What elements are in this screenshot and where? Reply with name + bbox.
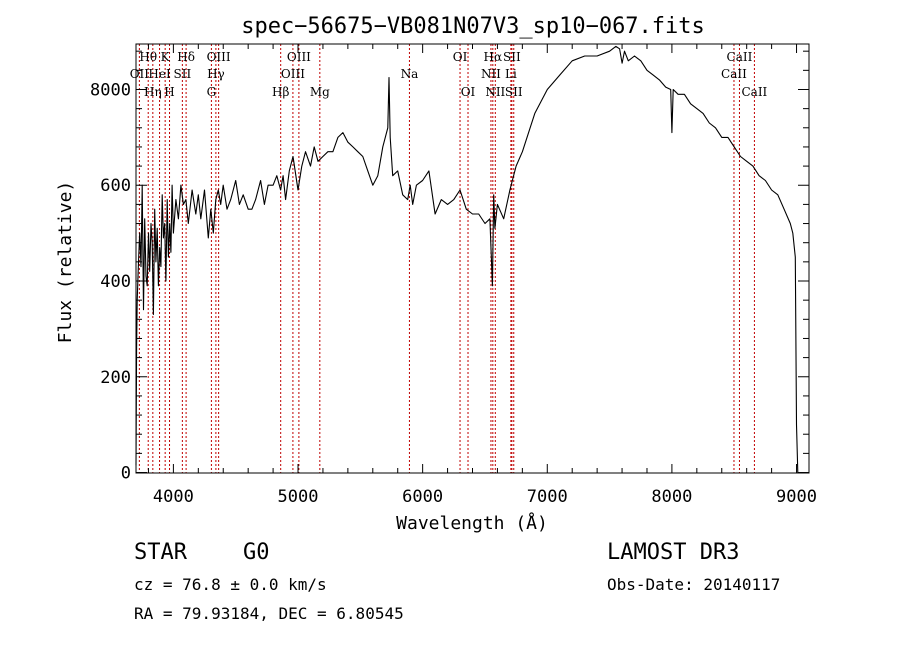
emission-line-label: CaII — [727, 50, 753, 64]
redshift-line: cz = 76.8 ± 0.0 km/s — [134, 575, 327, 594]
spectrum-series-line — [135, 45, 799, 473]
emission-line-label: Hβ — [272, 85, 289, 99]
y-tick-label: 600 — [100, 176, 131, 196]
emission-line-label: G — [207, 85, 217, 99]
y-tick-label: 8000 — [90, 80, 131, 100]
x-tick-label: 9000 — [776, 487, 817, 507]
emission-line-label: Hα — [484, 50, 503, 64]
obs-date: Obs-Date: 20140117 — [607, 575, 781, 594]
emission-line-markers — [138, 44, 755, 473]
emission-line-label: Mg — [310, 85, 330, 99]
chart-title: spec−56675−VB081N07V3_sp10−067.fits — [241, 14, 705, 39]
x-tick-label: 7000 — [527, 487, 568, 507]
emission-line-label: SII — [503, 50, 521, 64]
survey-name: LAMOST DR3 — [607, 540, 740, 565]
y-tick-label: 200 — [100, 368, 131, 388]
y-axis-ticks: 0 200 400 600 8000 — [90, 50, 809, 484]
y-tick-label: 0 — [121, 464, 131, 484]
emission-line-label: OI — [453, 50, 468, 64]
object-class: STAR — [134, 540, 187, 565]
emission-line-label: Hθ — [139, 50, 157, 64]
emission-line-label: K — [161, 50, 171, 64]
emission-line-label: H — [164, 85, 174, 99]
emission-line-label: CaII — [741, 85, 767, 99]
emission-line-label: NII — [481, 67, 501, 81]
x-axis-label: Wavelength (Å) — [396, 512, 548, 534]
emission-line-label: SII — [505, 85, 523, 99]
plot-frame — [135, 43, 810, 474]
emission-line-label: SII — [174, 67, 192, 81]
emission-line-label: Hδ — [177, 50, 195, 64]
emission-line-label: Na — [401, 67, 419, 81]
emission-line-label: OIII — [207, 50, 231, 64]
y-tick-label: 400 — [100, 272, 131, 292]
object-subclass: G0 — [243, 540, 270, 565]
emission-line-label: OIII — [281, 67, 305, 81]
x-axis-ticks: 4000 5000 6000 7000 8000 9000 — [147, 44, 817, 507]
emission-line-label: CaII — [721, 67, 747, 81]
emission-line-labels: HθOIIHηHeIKHSIIHδGHγOIIIHβOIIIOIIIMgNaOI… — [130, 50, 768, 99]
x-tick-label: 8000 — [651, 487, 692, 507]
x-tick-label: 6000 — [402, 487, 443, 507]
emission-line-label: Hη — [144, 85, 162, 99]
emission-line-label: NII — [485, 85, 505, 99]
emission-line-label: HeI — [148, 67, 171, 81]
coordinates-line: RA = 79.93184, DEC = 6.80545 — [134, 604, 404, 623]
x-tick-label: 4000 — [153, 487, 194, 507]
x-tick-label: 5000 — [278, 487, 319, 507]
emission-line-label: Hγ — [207, 67, 225, 81]
emission-line-label: OII — [130, 67, 150, 81]
emission-line-label: OI — [461, 85, 476, 99]
emission-line-label: Li — [505, 67, 517, 81]
emission-line-label: OIII — [287, 50, 311, 64]
y-axis-label: Flux (relative) — [55, 181, 76, 344]
